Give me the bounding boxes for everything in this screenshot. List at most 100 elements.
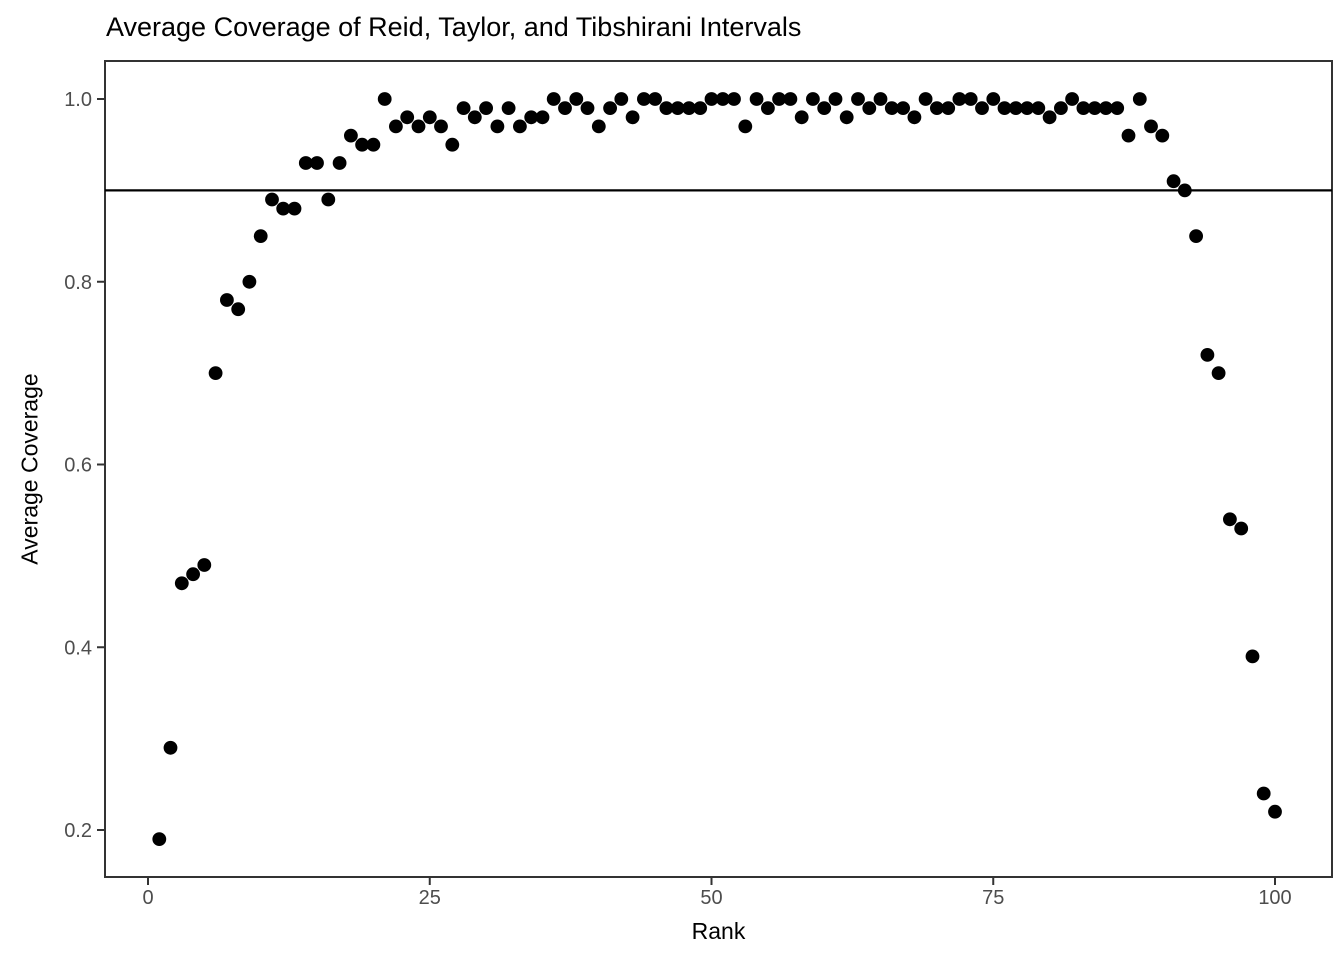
data-point: [580, 101, 595, 115]
data-point: [1245, 649, 1260, 664]
data-point: [738, 119, 753, 134]
data-point: [479, 101, 493, 115]
data-point: [1166, 174, 1181, 189]
data-point: [242, 274, 257, 289]
data-point: [456, 101, 471, 115]
data-point: [524, 110, 539, 125]
data-point: [682, 101, 696, 115]
data-point: [220, 293, 234, 307]
data-point: [389, 119, 403, 134]
data-point: [231, 302, 246, 317]
data-point: [1087, 101, 1102, 115]
data-point: [513, 119, 527, 134]
data-point: [1144, 119, 1158, 134]
data-point: [1110, 101, 1125, 115]
data-point: [1211, 366, 1226, 380]
data-point: [670, 101, 685, 115]
data-point: [558, 101, 572, 115]
data-point: [1020, 101, 1034, 115]
y-tick-label: 0.4: [64, 637, 92, 659]
data-point: [310, 156, 324, 170]
data-point: [1256, 786, 1271, 801]
data-point: [186, 567, 201, 582]
data-point: [1099, 101, 1113, 115]
data-point: [208, 366, 223, 380]
data-point: [794, 110, 809, 125]
data-point: [603, 101, 617, 115]
data-point: [276, 201, 291, 216]
data-point: [637, 92, 651, 106]
data-point: [749, 92, 764, 106]
data-point: [839, 110, 854, 125]
data-point: [377, 92, 392, 106]
data-point: [963, 92, 978, 106]
data-point: [332, 156, 347, 170]
data-point: [1132, 92, 1147, 106]
data-point: [344, 128, 358, 143]
data-point: [659, 101, 674, 115]
data-point: [715, 92, 730, 106]
y-tick-label: 0.6: [64, 455, 92, 477]
x-tick-label: 50: [700, 887, 722, 909]
data-point: [591, 119, 606, 134]
data-point: [1268, 804, 1282, 819]
data-point: [952, 92, 967, 106]
data-point: [884, 101, 899, 115]
data-point: [975, 101, 989, 115]
y-tick-label: 0.2: [64, 820, 92, 842]
data-point: [1200, 348, 1215, 362]
data-point: [986, 92, 1001, 106]
data-point: [1031, 101, 1046, 115]
data-point: [467, 110, 482, 125]
x-axis-title: Rank: [691, 918, 746, 944]
data-point: [1121, 128, 1136, 143]
data-point: [693, 101, 708, 115]
data-point: [546, 92, 561, 106]
x-tick-label: 25: [419, 887, 441, 909]
data-point: [163, 740, 178, 755]
panel-border: [104, 60, 1333, 878]
data-point: [1234, 521, 1249, 536]
data-point: [761, 101, 775, 115]
data-point: [851, 92, 865, 106]
data-point: [1054, 101, 1068, 115]
data-point: [918, 92, 933, 106]
data-point: [535, 110, 550, 125]
data-point: [772, 92, 786, 106]
data-point: [625, 110, 640, 125]
data-point: [727, 92, 741, 106]
data-point: [321, 192, 336, 207]
y-tick-label: 1.0: [64, 89, 92, 111]
y-tick-label: 0.8: [64, 272, 92, 294]
data-point: [422, 110, 437, 125]
data-point: [1008, 101, 1023, 115]
data-point: [265, 192, 279, 207]
data-point: [400, 110, 415, 125]
plot-title: Average Coverage of Reid, Taylor, and Ti…: [106, 12, 802, 42]
data-point: [1065, 92, 1079, 106]
data-point: [174, 576, 189, 591]
data-point: [1042, 110, 1057, 125]
data-point: [907, 110, 922, 125]
data-point: [355, 137, 369, 152]
data-point: [1155, 128, 1170, 143]
data-point: [614, 92, 629, 106]
data-point: [445, 137, 460, 152]
y-axis-title: Average Coverage: [16, 373, 43, 565]
data-point: [197, 558, 212, 572]
data-point: [1189, 229, 1203, 244]
x-tick-label: 100: [1258, 887, 1291, 909]
data-point: [501, 101, 516, 115]
data-point: [366, 137, 381, 152]
data-point: [648, 92, 662, 106]
data-point: [817, 101, 832, 115]
data-point: [434, 119, 448, 134]
data-point: [411, 119, 426, 134]
data-point: [862, 101, 877, 115]
data-point: [783, 92, 798, 106]
data-point: [873, 92, 888, 106]
data-point: [941, 101, 956, 115]
x-tick-label: 0: [142, 887, 153, 909]
data-point: [490, 119, 505, 134]
